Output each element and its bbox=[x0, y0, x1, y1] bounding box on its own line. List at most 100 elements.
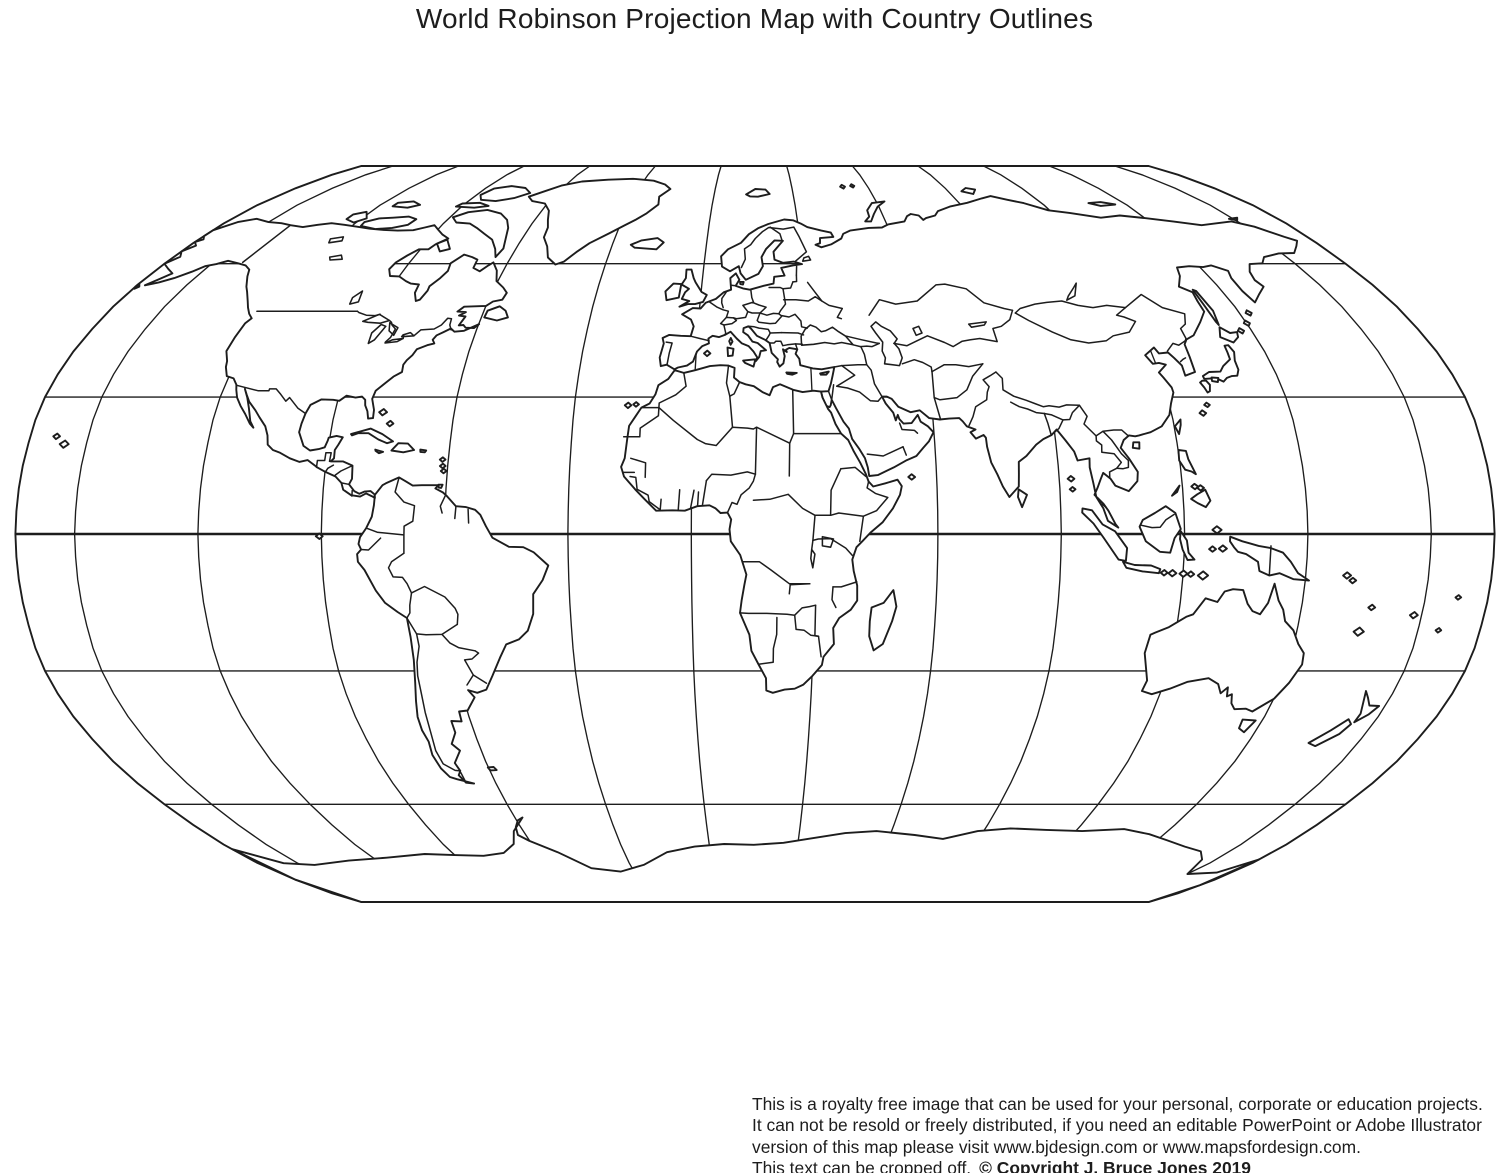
landmass bbox=[1307, 718, 1352, 748]
island-dot bbox=[1244, 309, 1253, 317]
country-border bbox=[859, 515, 865, 543]
country-border bbox=[1062, 404, 1081, 421]
island-dot bbox=[58, 439, 70, 449]
page-title: World Robinson Projection Map with Count… bbox=[415, 3, 1094, 34]
country-border bbox=[373, 493, 376, 499]
landmass bbox=[819, 370, 830, 376]
landmass bbox=[1190, 488, 1212, 509]
country-border bbox=[740, 226, 795, 269]
country-border bbox=[1014, 306, 1137, 344]
country-border bbox=[739, 612, 796, 616]
country-border bbox=[898, 422, 919, 434]
country-border bbox=[460, 771, 467, 784]
island-dot bbox=[1236, 327, 1246, 335]
country-border bbox=[630, 457, 647, 479]
lake bbox=[912, 325, 923, 337]
landmass bbox=[419, 448, 428, 454]
country-border bbox=[719, 316, 738, 326]
landmass bbox=[1173, 418, 1182, 436]
landmass bbox=[350, 427, 394, 445]
country-border bbox=[441, 633, 476, 652]
country-border bbox=[415, 623, 459, 636]
island-dot bbox=[1454, 594, 1463, 601]
lake bbox=[870, 321, 903, 367]
country-border bbox=[793, 226, 808, 262]
country-border bbox=[806, 281, 844, 320]
landmass bbox=[1210, 376, 1220, 383]
country-border bbox=[1166, 339, 1187, 352]
country-border bbox=[467, 508, 470, 524]
landmass bbox=[1353, 690, 1381, 724]
country-border bbox=[794, 343, 799, 351]
country-border bbox=[758, 616, 778, 665]
footer-line-4: This text can be cropped off. © Copyright… bbox=[752, 1158, 1509, 1173]
island-dot bbox=[378, 408, 388, 417]
country-border bbox=[402, 334, 405, 340]
landmass bbox=[1171, 484, 1181, 497]
landmass bbox=[1122, 560, 1162, 575]
island-dot bbox=[1066, 475, 1076, 483]
landmass bbox=[356, 476, 550, 785]
lake bbox=[801, 255, 812, 262]
landmass bbox=[629, 237, 665, 251]
country-border bbox=[782, 295, 823, 302]
footer-line-3: version of this map please visit www.bjd… bbox=[752, 1136, 1361, 1157]
country-border bbox=[747, 325, 783, 334]
landmass bbox=[527, 177, 672, 266]
country-border bbox=[315, 452, 332, 469]
country-border bbox=[812, 537, 854, 557]
country-border bbox=[725, 364, 734, 428]
country-border bbox=[741, 561, 811, 585]
country-border bbox=[640, 372, 687, 409]
island-dot bbox=[632, 401, 640, 408]
country-border bbox=[705, 471, 757, 482]
island-dot bbox=[1167, 569, 1178, 578]
country-border bbox=[726, 473, 757, 514]
lake bbox=[388, 322, 399, 337]
island-dot bbox=[839, 183, 846, 190]
landmass bbox=[483, 305, 509, 322]
lake bbox=[800, 324, 854, 346]
country-border bbox=[439, 494, 447, 514]
landmass bbox=[1191, 288, 1220, 326]
landmass bbox=[960, 187, 977, 195]
landmass bbox=[1081, 507, 1129, 562]
lake bbox=[367, 323, 387, 345]
island-dot bbox=[1068, 486, 1077, 493]
country-border bbox=[793, 604, 817, 616]
country-border bbox=[394, 476, 416, 554]
country-border bbox=[732, 310, 749, 320]
country-border bbox=[360, 537, 382, 551]
landmass bbox=[664, 282, 683, 302]
island-dot bbox=[1434, 627, 1443, 634]
country-border bbox=[792, 274, 798, 283]
landmass bbox=[437, 483, 444, 489]
island-dot bbox=[1198, 409, 1208, 417]
country-border bbox=[1101, 503, 1107, 509]
country-border bbox=[901, 358, 933, 373]
island-dot bbox=[1211, 525, 1223, 535]
country-border bbox=[720, 291, 727, 309]
country-border bbox=[754, 426, 758, 475]
country-border bbox=[836, 364, 856, 387]
island-dot bbox=[1196, 484, 1205, 492]
island-dot bbox=[439, 467, 448, 475]
landmass bbox=[1087, 201, 1117, 207]
country-border bbox=[840, 466, 867, 478]
country-border bbox=[1268, 545, 1272, 577]
landmass bbox=[143, 217, 508, 499]
country-border bbox=[677, 488, 681, 512]
country-border bbox=[659, 498, 662, 511]
landmass bbox=[864, 200, 886, 223]
landmass bbox=[868, 589, 898, 652]
country-border bbox=[778, 288, 787, 315]
island-dot bbox=[1208, 545, 1217, 553]
country-border bbox=[793, 614, 820, 637]
country-border bbox=[780, 331, 805, 336]
island-dot bbox=[314, 532, 324, 540]
country-border bbox=[931, 363, 984, 373]
landmass bbox=[739, 280, 745, 286]
country-border bbox=[1124, 293, 1187, 342]
country-border bbox=[860, 345, 868, 366]
